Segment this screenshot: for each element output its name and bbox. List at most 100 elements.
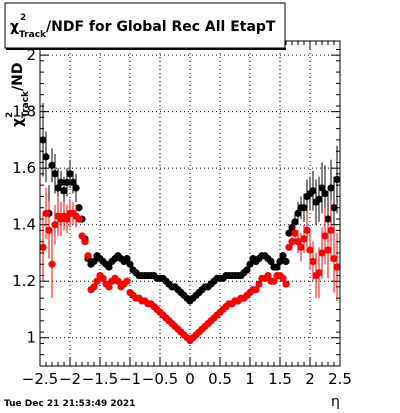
x-tick-label: −0.5 xyxy=(142,370,178,388)
data-point xyxy=(78,232,86,240)
data-point xyxy=(333,263,341,271)
data-point xyxy=(276,257,284,266)
data-point xyxy=(90,257,98,266)
x-tick-label: 2.5 xyxy=(328,370,352,388)
data-point xyxy=(114,277,122,285)
series-1 xyxy=(39,187,341,345)
data-point xyxy=(306,246,314,254)
x-tick-label: −2.5 xyxy=(22,370,58,388)
data-point xyxy=(288,223,296,232)
data-point xyxy=(75,204,83,212)
ylabel-rest: /ND xyxy=(10,63,26,91)
title-rest: /NDF for Global Rec All EtapT xyxy=(46,19,276,35)
data-point xyxy=(75,215,83,223)
data-point xyxy=(294,209,302,217)
data-point xyxy=(63,178,71,186)
data-point xyxy=(243,266,251,274)
data-point xyxy=(324,215,332,223)
y-tick-label: 1.4 xyxy=(12,216,36,234)
data-series xyxy=(39,103,341,345)
data-point xyxy=(48,260,56,268)
y-tick-label: 1.2 xyxy=(12,272,36,290)
data-point xyxy=(39,243,47,251)
x-tick-label: −2 xyxy=(59,370,81,388)
data-point xyxy=(315,269,323,277)
data-point xyxy=(90,283,98,291)
title-sup: 2 xyxy=(20,13,26,23)
data-point xyxy=(327,226,335,234)
x-tick-label: −1 xyxy=(119,370,141,388)
x-tick-label: 2 xyxy=(305,370,315,388)
data-point xyxy=(279,252,287,260)
chart-title: χTrack/NDF for Global Rec All EtapT xyxy=(10,19,276,40)
y-axis-ticks: 1 1.2 1.4 1.6 1.8 2 xyxy=(12,46,340,367)
data-point xyxy=(294,238,302,246)
title-box xyxy=(4,2,286,49)
title-sub: Track xyxy=(19,30,47,40)
data-point xyxy=(315,195,323,203)
data-point xyxy=(321,190,329,198)
data-point xyxy=(255,280,263,288)
data-point xyxy=(60,187,68,195)
data-point xyxy=(48,161,56,169)
timestamp: Tue Dec 21 21:53:49 2021 xyxy=(4,399,135,409)
y-tick-label: 1 xyxy=(26,329,36,347)
data-point xyxy=(93,277,101,285)
data-point xyxy=(330,204,338,212)
data-point xyxy=(285,243,293,251)
data-point xyxy=(291,218,299,226)
y-axis-label: χTrack/ND 2 xyxy=(5,63,31,127)
data-point xyxy=(54,184,62,192)
data-point xyxy=(324,246,332,254)
data-point xyxy=(69,178,77,186)
svg-text:χTrack/ND: χTrack/ND xyxy=(10,63,31,127)
data-point xyxy=(264,271,272,280)
data-point xyxy=(42,209,50,217)
data-point xyxy=(84,252,92,260)
data-point xyxy=(333,175,341,184)
data-point xyxy=(321,232,329,240)
data-point xyxy=(297,243,305,251)
data-point xyxy=(66,170,74,178)
data-point xyxy=(300,235,308,243)
data-point xyxy=(246,260,254,268)
data-point xyxy=(279,274,287,282)
y-tick-label: 2 xyxy=(26,46,36,64)
data-point xyxy=(123,277,131,285)
data-point xyxy=(57,178,65,186)
y-tick-label: 1.6 xyxy=(12,159,36,177)
x-tick-label: 0 xyxy=(185,370,195,388)
data-point xyxy=(270,277,278,285)
data-point xyxy=(81,238,89,246)
data-point xyxy=(300,204,308,212)
y-tick-label: 1.8 xyxy=(12,103,36,121)
data-point xyxy=(39,136,47,144)
data-point xyxy=(282,257,290,266)
data-point xyxy=(330,255,338,263)
data-point xyxy=(126,260,134,268)
title-chi: χ xyxy=(10,19,19,35)
data-point xyxy=(327,184,335,192)
data-point xyxy=(309,257,317,266)
data-point xyxy=(282,280,290,288)
data-point xyxy=(273,263,281,271)
data-point xyxy=(51,221,59,229)
ylabel-chi: χ xyxy=(10,118,26,127)
grid-lines xyxy=(40,41,340,366)
data-point xyxy=(288,238,296,246)
x-tick-label: 0.5 xyxy=(208,370,232,388)
data-point xyxy=(252,286,260,294)
data-point xyxy=(318,184,326,192)
data-point xyxy=(285,229,293,237)
data-point xyxy=(291,229,299,237)
data-point xyxy=(42,153,50,161)
x-tick-label: 1.5 xyxy=(268,370,292,388)
data-point xyxy=(105,263,113,271)
data-point xyxy=(267,257,275,266)
data-point xyxy=(63,215,71,223)
ylabel-sub: Track xyxy=(21,90,31,118)
data-point xyxy=(105,283,113,291)
x-axis-label: η xyxy=(331,394,340,409)
